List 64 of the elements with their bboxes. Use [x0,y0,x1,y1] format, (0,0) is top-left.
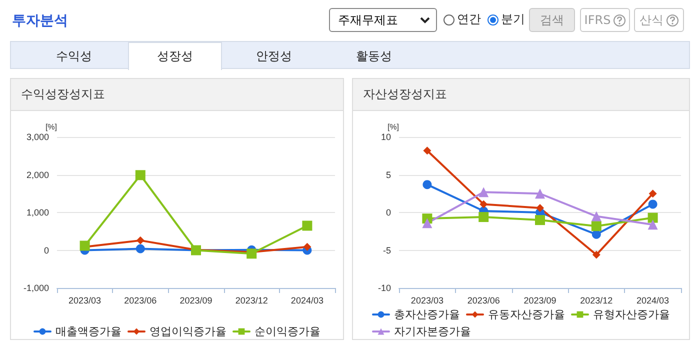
text: 성장성 [128,42,222,70]
chart-title: 자산성장성지표 [353,79,689,111]
y-tick-label: 10 [380,132,391,142]
x-tick-label: 2023/06 [467,296,500,306]
x-tick-label: 2024/03 [290,296,324,306]
x-tick-label: 2023/12 [580,296,613,306]
point [422,218,432,228]
y-tick-label: 2,000 [26,170,49,180]
x-tick-label: 2023/12 [235,296,268,306]
text: 수익성 [55,48,93,64]
x-tick-label: 2023/09 [180,296,212,306]
text: 활동성 [355,48,393,64]
x-tick-label: 2023/09 [524,296,556,306]
x-tick-label: 2023/03 [410,296,444,306]
point [246,248,257,259]
y-tick-label: 1,000 [26,208,49,218]
text: 주재무제표 [338,12,398,28]
x-tick-label: 2023/03 [68,296,102,306]
point [535,215,545,226]
legend-label: 유형자산증가율 [593,308,670,321]
point [302,220,312,231]
y-tick-label: -5 [382,245,391,256]
y-axis-title: [%] [45,122,57,132]
point [303,242,312,251]
point [136,236,144,244]
x-tick-label: 2023/06 [124,296,157,306]
point [648,190,657,198]
y-tick-label: 3,000 [26,132,49,142]
point [423,146,432,155]
y-tick-label: 0 [386,208,391,218]
y-tick-label: 5 [386,170,391,180]
point [478,212,489,222]
point [591,221,602,232]
point [135,170,146,180]
y-tick-label: -1,000 [23,283,49,293]
point [480,200,488,208]
legend-label: 순이익증가율 [254,325,320,338]
text: 검색 [529,8,575,32]
point [648,212,658,223]
legend-label: 영업이익증가율 [150,325,226,338]
text: 연간 [457,11,481,28]
text: 안정성 [255,48,293,64]
text: 투자분석 [12,12,68,30]
text: 분기 [501,11,525,28]
x-tick-label: 2024/03 [636,296,670,306]
legend-label: 자기자본증가율 [394,325,471,338]
y-axis-title: [%] [387,122,399,132]
point [536,204,544,212]
y-tick-label: 0 [44,245,49,256]
legend-label: 유동자산증가율 [488,308,565,321]
text: IFRS [584,13,611,27]
point [592,250,600,259]
y-tick-label: -10 [378,283,391,293]
point [648,220,658,230]
point [478,187,489,198]
legend-label: 총자산증가율 [394,308,460,321]
point [422,180,432,190]
point [535,188,545,199]
point [648,200,658,209]
chart-title: 수익성장성지표 [11,79,343,111]
point [591,211,602,222]
text: 산식 [640,12,664,28]
point [136,244,145,254]
legend-label: 매출액증가율 [56,325,122,338]
